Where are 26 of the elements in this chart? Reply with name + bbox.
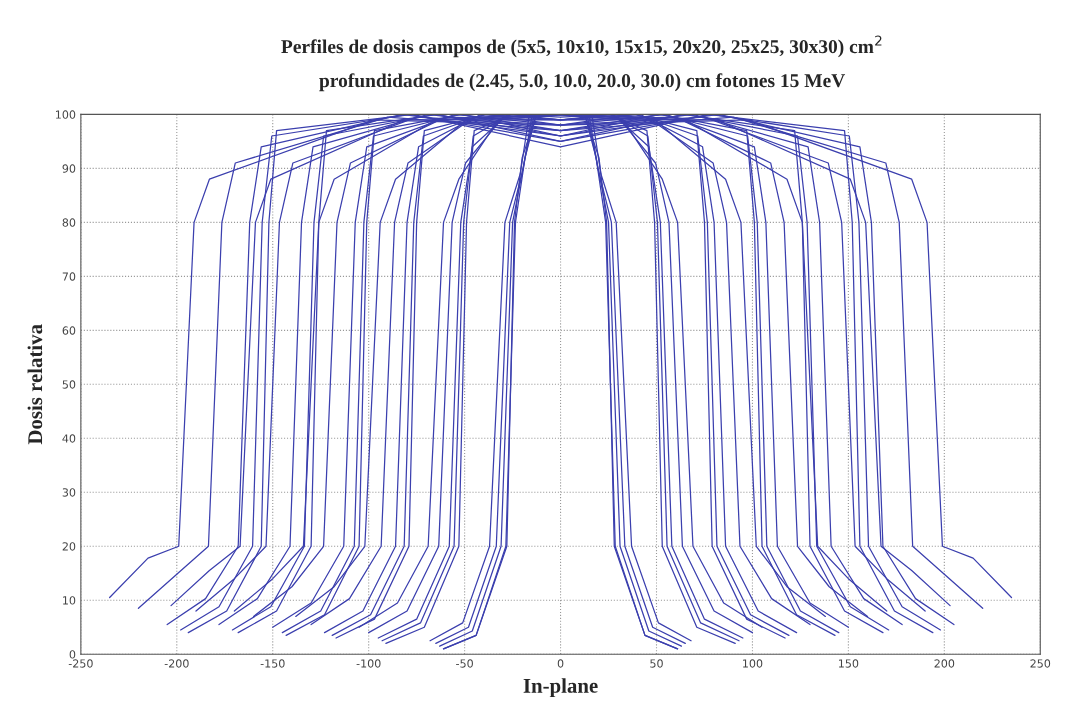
y-tick-label: 10 <box>63 596 76 605</box>
y-tick-label: 70 <box>62 272 76 281</box>
y-tick-label: 100 <box>56 110 76 119</box>
x-tick-label: -250 <box>68 659 93 668</box>
x-tick-label: 150 <box>839 659 859 668</box>
y-tick-label: 40 <box>62 434 76 443</box>
y-tick-label: 0 <box>69 650 76 659</box>
x-tick-label: 200 <box>934 659 955 668</box>
chart-subtitle: profundidades de (2.45, 5.0, 10.0, 20.0, 30.0) cm fotones 15 MeV <box>319 73 846 92</box>
y-tick-label: 20 <box>62 542 76 551</box>
y-tick-label: 50 <box>62 380 76 389</box>
chart-title: Perfiles de dosis campos de (5x5, 10x10, 15x15, 20x20, 25x25, 30x30) cm$^{2}$ <box>281 35 882 58</box>
x-tick-label: 50 <box>650 659 663 668</box>
x-axis-title: In-plane <box>523 678 598 698</box>
y-tick-label: 60 <box>62 326 76 335</box>
x-tick-label: -50 <box>456 659 473 668</box>
x-tick-label: 250 <box>1030 659 1051 668</box>
x-tick-label: -200 <box>164 659 189 668</box>
y-tick-label: 30 <box>62 488 76 497</box>
x-tick-label: -150 <box>260 659 285 668</box>
x-tick-label: 0 <box>557 659 564 668</box>
y-tick-label: 90 <box>62 164 76 173</box>
y-tick-label: 80 <box>62 218 76 227</box>
x-tick-label: 100 <box>743 659 763 668</box>
y-axis-title: Dosis relativa <box>27 324 43 445</box>
x-tick-label: -100 <box>356 659 381 668</box>
